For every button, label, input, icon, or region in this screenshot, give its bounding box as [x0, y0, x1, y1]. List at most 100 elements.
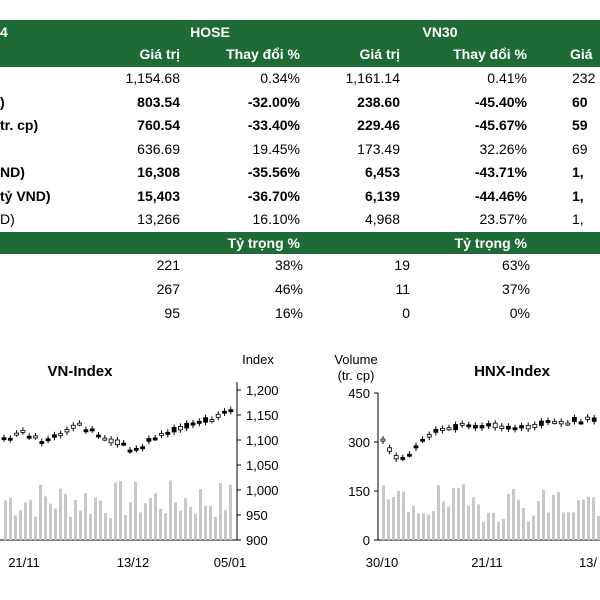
- table-cell: 13,266: [137, 211, 180, 227]
- right-axis-label-2: (tr. cp): [338, 368, 375, 383]
- volume-bar: [129, 502, 132, 540]
- right-date-2: 21/11: [471, 555, 503, 570]
- table-cell: 238.60: [357, 93, 400, 110]
- volume-bar: [124, 515, 127, 540]
- table-cell: 15,403: [137, 187, 180, 204]
- volume-bar: [79, 510, 82, 540]
- right-volume-bars: [382, 484, 600, 540]
- candle-body: [453, 424, 459, 431]
- breadth-cell: 11: [395, 281, 410, 297]
- volume-bar: [9, 497, 12, 540]
- breadth-cell: 46%: [274, 281, 303, 297]
- weight-header-2: Tỷ trọng %: [454, 235, 527, 251]
- volume-bar: [477, 504, 480, 540]
- candle-body: [505, 425, 511, 430]
- candle-body: [426, 434, 432, 438]
- volume-bar: [472, 497, 475, 540]
- row-label: tỷ VND): [0, 187, 51, 204]
- candle-body: [459, 422, 465, 426]
- candle-body: [222, 410, 227, 414]
- volume-bar: [452, 487, 455, 540]
- volume-bar: [69, 516, 72, 540]
- volume-bar: [407, 511, 410, 540]
- volume-bar: [462, 484, 465, 540]
- volume-bar: [557, 492, 560, 540]
- volume-bar: [89, 513, 92, 540]
- left-axis-label: Index: [242, 352, 274, 367]
- candle-body: [20, 430, 26, 433]
- candle-body: [45, 438, 51, 442]
- volume-bar: [402, 491, 405, 540]
- left-tick-label: 950: [246, 508, 268, 523]
- table-cell: -45.67%: [474, 117, 527, 133]
- table-cell: 16.10%: [252, 211, 300, 227]
- charts-svg: VN-Index Index 1,200 1,150 1,100 1,050 1,000…: [0, 352, 600, 570]
- candle-body: [525, 425, 531, 430]
- candle-body: [585, 416, 590, 420]
- candle-body: [479, 425, 485, 429]
- volume-bar: [179, 510, 182, 540]
- volume-bar: [432, 511, 435, 540]
- candle-body: [420, 438, 426, 442]
- volume-bar: [492, 512, 495, 540]
- volume-bar: [582, 499, 585, 540]
- volume-bar: [592, 497, 595, 540]
- volume-bar: [382, 485, 385, 540]
- left-tick-label: 900: [246, 533, 268, 548]
- left-date-2: 13/12: [117, 555, 150, 570]
- table-cell: 0.41%: [487, 70, 527, 86]
- candle-body: [209, 419, 215, 422]
- volume-bar: [19, 510, 22, 540]
- volume-bar: [214, 516, 217, 540]
- table-cell: -35.56%: [247, 164, 300, 180]
- table-cell: 232: [572, 70, 596, 86]
- volume-bar: [412, 505, 415, 540]
- candle-body: [64, 429, 70, 433]
- volume-bar: [457, 488, 460, 540]
- breadth-cell: 0: [402, 305, 410, 321]
- candle-body: [215, 413, 221, 418]
- volume-bar: [24, 502, 27, 540]
- volume-bar: [442, 501, 445, 540]
- breadth-cell: 0%: [509, 305, 530, 321]
- breadth-cell: 19: [394, 257, 410, 273]
- table-cell: -43.71%: [474, 164, 527, 180]
- candle-body: [7, 437, 13, 441]
- table-cell: 69: [572, 140, 588, 157]
- volume-bar: [467, 505, 470, 540]
- table-cell: 6,453: [364, 164, 400, 180]
- candle-body: [228, 409, 234, 413]
- volume-bar: [44, 496, 47, 540]
- volume-bar: [199, 489, 202, 540]
- candle-body: [203, 417, 209, 423]
- breadth-cell: 16%: [274, 305, 303, 321]
- right-tick-label: 150: [348, 484, 370, 499]
- volume-bar: [39, 484, 42, 540]
- candle-body: [591, 417, 597, 422]
- candle-body: [83, 429, 89, 433]
- volume-bar: [174, 502, 177, 540]
- volume-bar: [164, 513, 167, 540]
- left-date-1: 21/11: [8, 555, 40, 570]
- left-tick-label: 1,000: [246, 483, 279, 498]
- row-label: ND): [0, 164, 25, 180]
- candle-body: [393, 455, 399, 460]
- candle-body: [165, 431, 171, 435]
- candle-body: [127, 449, 133, 453]
- volume-bar: [552, 495, 555, 540]
- volume-bar: [392, 496, 395, 540]
- subheader-change-1: Thay đổi %: [226, 46, 300, 62]
- table-cell: 32.26%: [479, 140, 527, 157]
- volume-bar: [562, 512, 565, 540]
- left-chart-title: VN-Index: [47, 363, 113, 380]
- candle-body: [89, 428, 95, 432]
- volume-bar: [149, 497, 152, 540]
- volume-bar: [219, 482, 222, 540]
- volume-bar: [597, 515, 600, 540]
- volume-bar: [104, 512, 107, 540]
- candle-body: [572, 417, 577, 422]
- volume-bar: [154, 493, 157, 540]
- candle-body: [466, 424, 472, 428]
- table-cell: 1,: [572, 187, 584, 204]
- table-cell: 760.54: [137, 117, 180, 133]
